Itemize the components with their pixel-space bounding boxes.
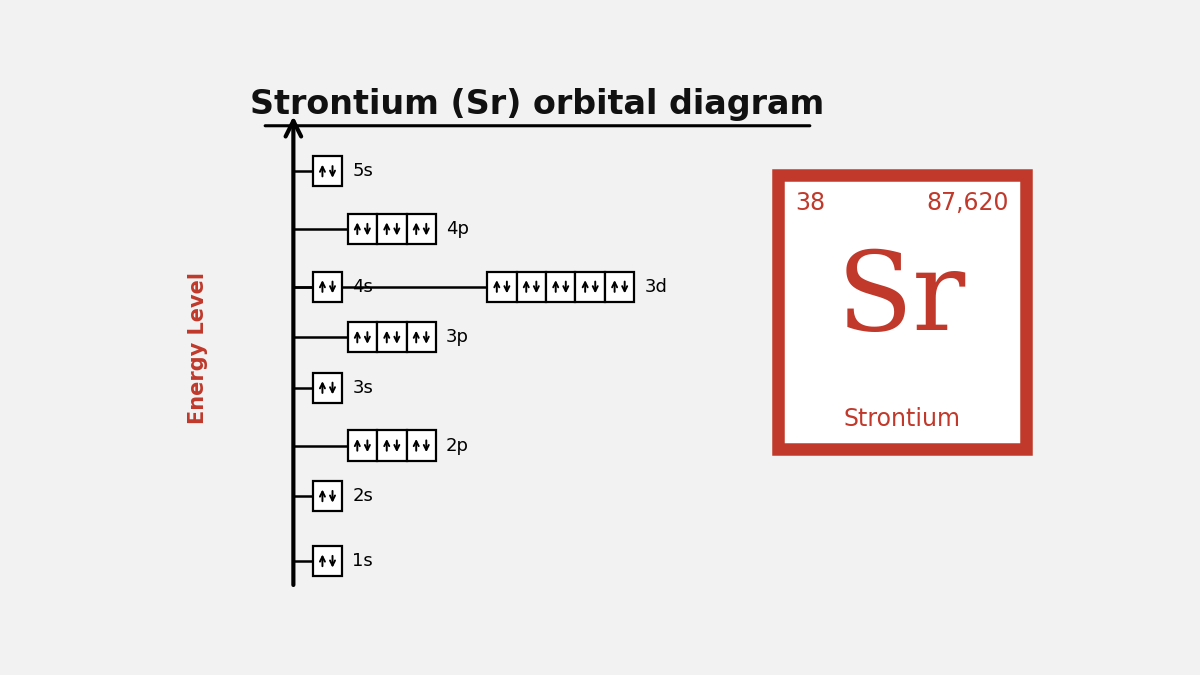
Text: 1s: 1s — [353, 552, 373, 570]
Bar — [313, 373, 342, 403]
Text: 38: 38 — [794, 191, 824, 215]
Bar — [313, 271, 342, 302]
Bar — [546, 271, 576, 302]
Bar — [313, 156, 342, 186]
Bar — [407, 431, 436, 461]
Text: 3d: 3d — [644, 277, 667, 296]
Text: 4s: 4s — [353, 277, 373, 296]
Bar — [407, 322, 436, 352]
Text: 4p: 4p — [446, 220, 469, 238]
Bar — [348, 431, 377, 461]
Text: Energy Level: Energy Level — [188, 272, 208, 424]
Text: Sr: Sr — [838, 246, 966, 352]
Text: 2s: 2s — [353, 487, 373, 505]
Bar — [487, 271, 516, 302]
Bar — [313, 481, 342, 511]
Text: 5s: 5s — [353, 162, 373, 180]
Bar — [377, 214, 407, 244]
Bar — [313, 546, 342, 576]
Text: Strontium: Strontium — [844, 407, 960, 431]
Bar — [605, 271, 635, 302]
Bar — [377, 322, 407, 352]
Bar — [348, 322, 377, 352]
Text: 2p: 2p — [446, 437, 469, 454]
Bar — [778, 175, 1026, 449]
Text: 3s: 3s — [353, 379, 373, 397]
Text: Strontium (Sr) orbital diagram: Strontium (Sr) orbital diagram — [251, 88, 824, 121]
Text: 87,620: 87,620 — [926, 191, 1009, 215]
Bar — [407, 214, 436, 244]
Bar — [576, 271, 605, 302]
Bar — [348, 214, 377, 244]
Text: 3p: 3p — [446, 328, 469, 346]
Bar — [377, 431, 407, 461]
Bar — [516, 271, 546, 302]
